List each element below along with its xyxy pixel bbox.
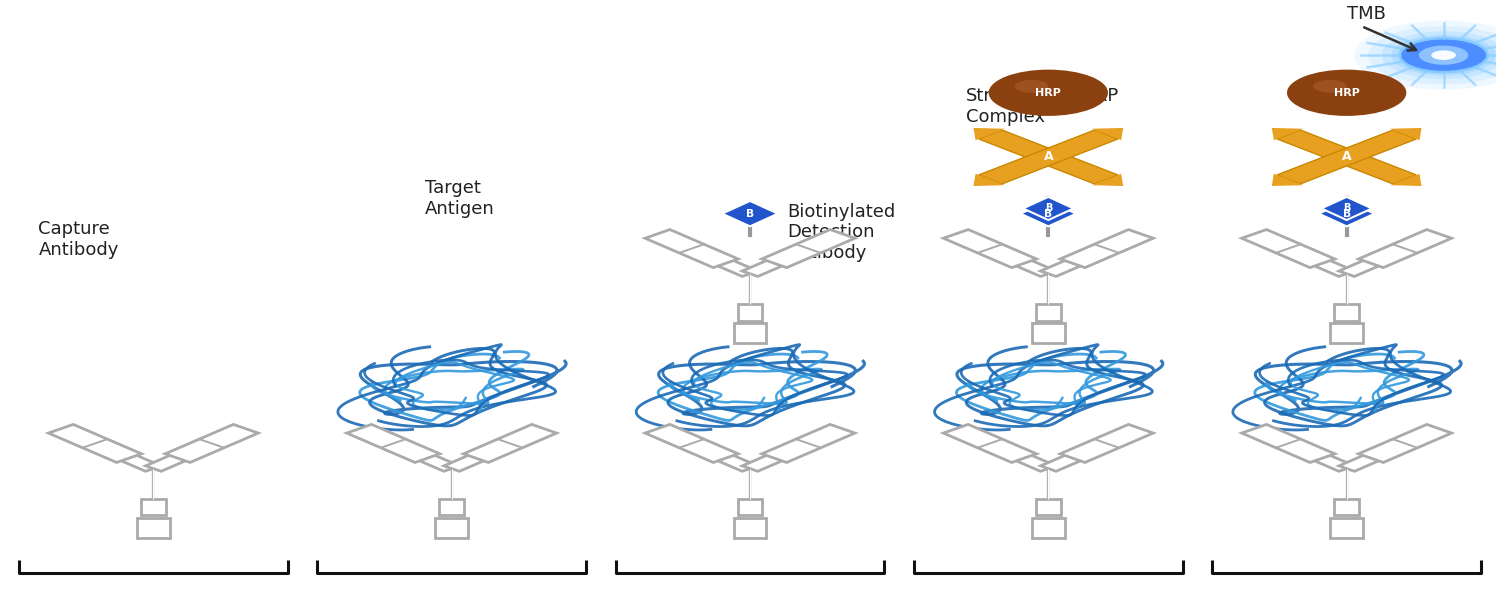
FancyBboxPatch shape (1036, 304, 1060, 320)
FancyBboxPatch shape (141, 499, 165, 515)
Circle shape (1014, 82, 1062, 100)
Polygon shape (978, 130, 1118, 184)
Polygon shape (1092, 128, 1124, 140)
Polygon shape (48, 424, 141, 463)
Polygon shape (974, 174, 1005, 186)
Polygon shape (1318, 201, 1374, 226)
Text: B: B (1342, 209, 1350, 218)
Circle shape (1419, 46, 1468, 65)
Text: HRP: HRP (1035, 88, 1062, 98)
Polygon shape (146, 427, 250, 471)
Polygon shape (1020, 201, 1076, 226)
Text: HRP: HRP (1334, 88, 1359, 98)
FancyBboxPatch shape (136, 518, 170, 538)
Circle shape (1299, 76, 1383, 108)
FancyBboxPatch shape (734, 518, 766, 538)
Circle shape (1392, 35, 1496, 76)
Text: Streptavidin-HRP
Complex: Streptavidin-HRP Complex (966, 87, 1119, 125)
Polygon shape (978, 130, 1118, 184)
Polygon shape (1272, 128, 1304, 140)
Polygon shape (1060, 424, 1154, 463)
Text: B: B (1044, 203, 1052, 214)
FancyBboxPatch shape (1032, 323, 1065, 343)
Polygon shape (1390, 174, 1422, 186)
Circle shape (1354, 20, 1500, 90)
Polygon shape (645, 424, 738, 463)
Polygon shape (762, 230, 855, 268)
Polygon shape (1023, 197, 1074, 220)
FancyBboxPatch shape (738, 304, 762, 320)
Polygon shape (1041, 427, 1146, 471)
FancyBboxPatch shape (435, 518, 468, 538)
Text: Biotinylated
Detection
Antibody: Biotinylated Detection Antibody (788, 203, 895, 262)
Polygon shape (951, 427, 1056, 471)
FancyBboxPatch shape (1032, 518, 1065, 538)
Polygon shape (1359, 424, 1452, 463)
Circle shape (1287, 70, 1407, 116)
Circle shape (1312, 82, 1360, 100)
Polygon shape (742, 232, 847, 277)
Polygon shape (1041, 232, 1146, 277)
Polygon shape (1250, 427, 1354, 471)
Polygon shape (762, 424, 855, 463)
Polygon shape (722, 201, 778, 226)
Polygon shape (1242, 424, 1335, 463)
Polygon shape (944, 424, 1036, 463)
Circle shape (1382, 31, 1500, 79)
Circle shape (1314, 80, 1347, 93)
Polygon shape (1340, 232, 1444, 277)
Polygon shape (1359, 230, 1452, 268)
Polygon shape (346, 424, 439, 463)
Polygon shape (1092, 174, 1124, 186)
Polygon shape (56, 427, 160, 471)
Circle shape (988, 70, 1108, 116)
FancyBboxPatch shape (738, 499, 762, 515)
Circle shape (1368, 26, 1500, 85)
Polygon shape (444, 427, 549, 471)
Text: A: A (1044, 151, 1053, 163)
Circle shape (1000, 76, 1084, 108)
FancyBboxPatch shape (734, 323, 766, 343)
Polygon shape (951, 232, 1056, 277)
FancyBboxPatch shape (1330, 518, 1364, 538)
FancyBboxPatch shape (1330, 323, 1364, 343)
FancyBboxPatch shape (1036, 499, 1060, 515)
Polygon shape (464, 424, 556, 463)
Polygon shape (165, 424, 258, 463)
Polygon shape (1242, 230, 1335, 268)
Text: B: B (1342, 203, 1350, 214)
FancyBboxPatch shape (1335, 499, 1359, 515)
Polygon shape (742, 427, 847, 471)
Text: TMB: TMB (1347, 5, 1386, 23)
Polygon shape (652, 427, 758, 471)
Text: A: A (1342, 151, 1352, 163)
Polygon shape (1250, 232, 1354, 277)
Polygon shape (1340, 427, 1444, 471)
Circle shape (1016, 80, 1048, 93)
Polygon shape (645, 230, 738, 268)
Polygon shape (974, 128, 1005, 140)
Polygon shape (1390, 128, 1422, 140)
Polygon shape (1276, 130, 1416, 184)
Text: B: B (746, 209, 754, 218)
Text: Capture
Antibody: Capture Antibody (39, 220, 119, 259)
Text: B: B (1044, 209, 1053, 218)
Circle shape (1431, 50, 1456, 60)
FancyBboxPatch shape (440, 499, 464, 515)
Text: Target
Antigen: Target Antigen (424, 179, 495, 218)
Polygon shape (354, 427, 459, 471)
Polygon shape (1060, 230, 1154, 268)
Polygon shape (1322, 197, 1372, 220)
Circle shape (1400, 38, 1488, 72)
Polygon shape (1272, 174, 1304, 186)
Polygon shape (652, 232, 758, 277)
Polygon shape (1276, 130, 1416, 184)
FancyBboxPatch shape (1335, 304, 1359, 320)
Polygon shape (944, 230, 1036, 268)
